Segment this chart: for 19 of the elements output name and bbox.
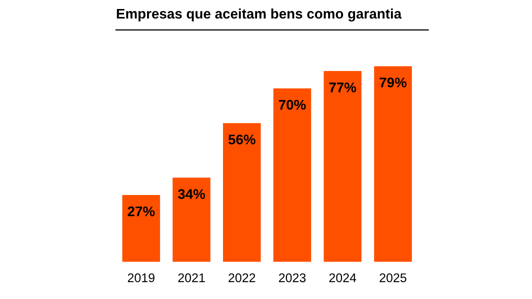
data-label: 70% — [278, 100, 306, 110]
bar — [374, 66, 412, 262]
data-label: 34% — [178, 189, 206, 199]
x-tick-label: 2021 — [178, 273, 205, 282]
bar — [324, 71, 362, 262]
data-label: 56% — [228, 134, 256, 144]
data-label: 79% — [380, 78, 407, 88]
x-tick-label: 2025 — [380, 273, 406, 282]
bar — [122, 194, 160, 262]
x-tick-label: 2022 — [228, 273, 256, 282]
x-tick-label: 2023 — [278, 273, 306, 282]
bar — [273, 88, 312, 262]
chart-title: Empresas que aceitam bens como garantia — [116, 8, 402, 22]
x-tick-label: 2024 — [329, 273, 356, 282]
data-label: 27% — [128, 206, 155, 216]
x-tick-label: 2019 — [128, 273, 154, 282]
data-label: 77% — [329, 82, 356, 92]
bar — [222, 123, 261, 262]
bar — [172, 178, 210, 262]
